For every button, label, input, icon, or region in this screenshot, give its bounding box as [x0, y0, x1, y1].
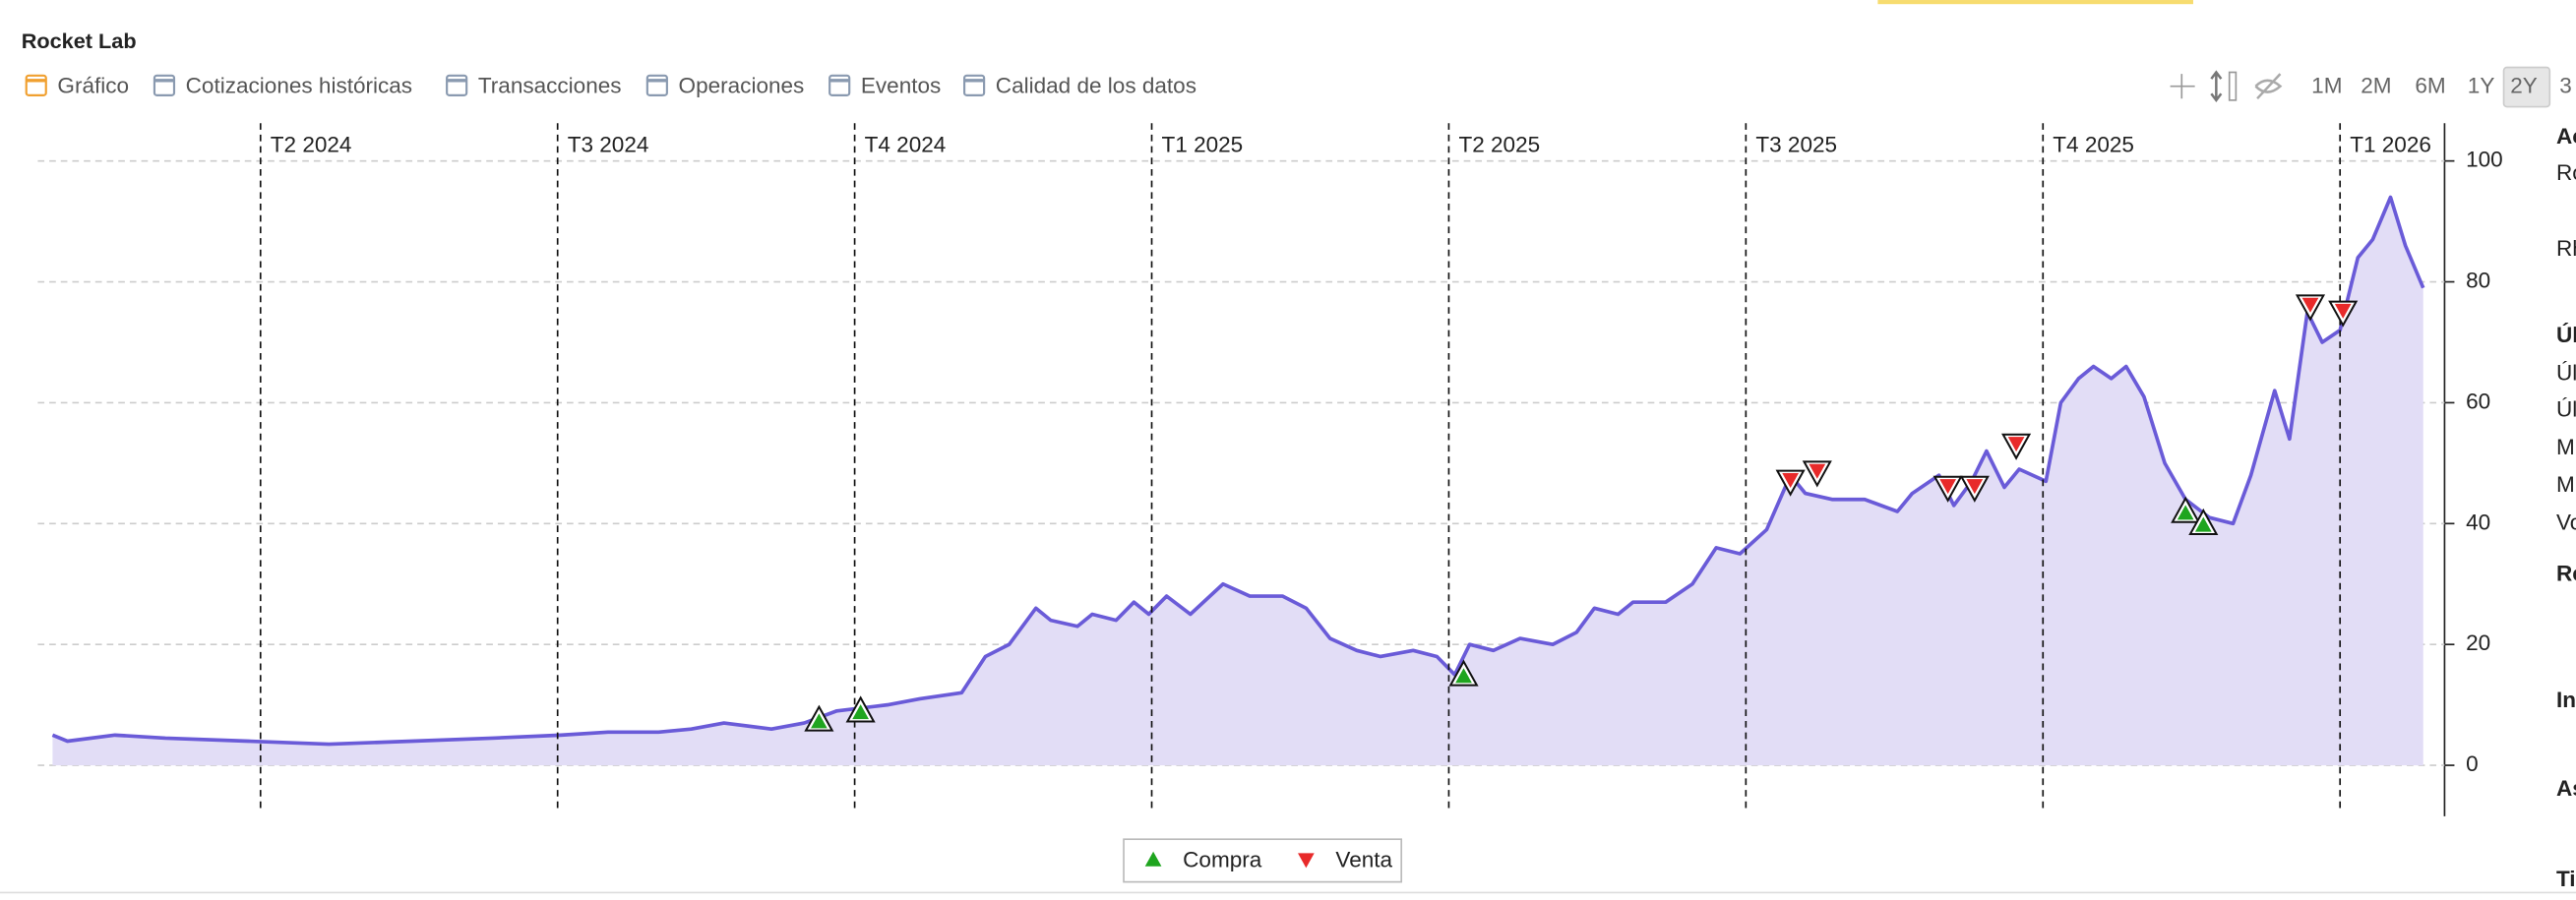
- quarter-label: T2 2025: [1458, 133, 1540, 157]
- sidebar-label: Ac: [2556, 124, 2576, 149]
- quarter-label: T1 2025: [1162, 133, 1244, 157]
- buy-marker-inner: [852, 704, 869, 720]
- tab[interactable]: Calidad de los datos: [996, 73, 1196, 97]
- buy-marker-inner: [1455, 668, 1472, 684]
- buy-marker-inner: [811, 713, 828, 729]
- scale-bar: [2228, 71, 2238, 101]
- quarter-label: T3 2025: [1755, 133, 1837, 157]
- page-title: Rocket Lab: [22, 29, 137, 53]
- area-fill: [52, 197, 2423, 766]
- sell-marker-inner: [2007, 437, 2025, 452]
- range-button[interactable]: 2Y: [2510, 73, 2538, 97]
- quarter-label: T1 2026: [2350, 133, 2431, 157]
- tab-icon[interactable]: [153, 74, 176, 96]
- tab-icon[interactable]: [828, 74, 851, 96]
- range-button[interactable]: 6M: [2415, 73, 2445, 97]
- legend-box: [1123, 838, 1403, 883]
- sidebar-label: Úl: [2556, 361, 2576, 386]
- range-button[interactable]: 1M: [2311, 73, 2342, 97]
- legend-label[interactable]: Venta: [1335, 848, 1392, 872]
- tab-icon[interactable]: [446, 74, 468, 96]
- range-button-bg[interactable]: [2502, 66, 2551, 108]
- sidebar-label: Vo: [2556, 510, 2576, 535]
- buy-marker-inner: [2177, 505, 2194, 520]
- sidebar-label: Úl: [2556, 396, 2576, 421]
- sidebar-label: Re: [2556, 561, 2576, 585]
- range-button[interactable]: 1Y: [2468, 73, 2495, 97]
- quarter-label: T4 2025: [2053, 133, 2134, 157]
- y-tick-label: 80: [2466, 268, 2490, 292]
- y-tick-label: 40: [2466, 510, 2490, 534]
- tab[interactable]: Operaciones: [679, 73, 805, 97]
- sidebar-label: Ro: [2556, 160, 2576, 185]
- quarter-label: T2 2024: [271, 133, 352, 157]
- sidebar-label: Úl: [2556, 323, 2576, 347]
- range-button[interactable]: 3: [2559, 73, 2572, 97]
- y-tick-label: 0: [2466, 751, 2479, 776]
- tab-icon[interactable]: [25, 74, 47, 96]
- tab-icon[interactable]: [962, 74, 986, 96]
- hide-icon[interactable]: [2254, 73, 2283, 100]
- legend-label[interactable]: Compra: [1183, 848, 1262, 872]
- toolbar-icons[interactable]: [2170, 70, 2283, 102]
- y-tick-label: 20: [2466, 630, 2490, 655]
- sidebar-label: M: [2556, 435, 2575, 459]
- legend-symbol: [1298, 853, 1315, 869]
- tab[interactable]: Cotizaciones históricas: [186, 73, 412, 97]
- tab[interactable]: Gráfico: [57, 73, 129, 97]
- range-button[interactable]: 2M: [2361, 73, 2391, 97]
- tab-icon[interactable]: [645, 74, 668, 96]
- sidebar-label: M: [2556, 472, 2575, 497]
- tab[interactable]: Eventos: [861, 73, 941, 97]
- sidebar-label: Ti: [2556, 867, 2576, 891]
- crosshair-icon[interactable]: [2170, 74, 2195, 99]
- sell-marker-inner: [1939, 479, 1957, 495]
- top-highlight: [1877, 0, 2193, 5]
- y-tick-label: 100: [2466, 148, 2503, 172]
- sidebar-label: Rh: [2556, 236, 2576, 261]
- buy-marker-inner: [2194, 516, 2212, 532]
- sell-marker-inner: [2301, 297, 2319, 313]
- scale-icon[interactable]: [2210, 70, 2223, 102]
- sell-marker-inner: [2334, 303, 2352, 319]
- sell-marker-inner: [1966, 479, 1984, 495]
- sidebar-label: As: [2556, 776, 2576, 801]
- sidebar-label: In: [2556, 688, 2576, 712]
- sell-marker-inner: [1782, 472, 1799, 488]
- quarter-label: T4 2024: [865, 133, 947, 157]
- quarter-label: T3 2024: [568, 133, 649, 157]
- sell-marker-inner: [1809, 463, 1826, 479]
- legend-symbol: [1144, 851, 1162, 867]
- y-tick-label: 60: [2466, 389, 2490, 413]
- tab[interactable]: Transacciones: [478, 73, 622, 97]
